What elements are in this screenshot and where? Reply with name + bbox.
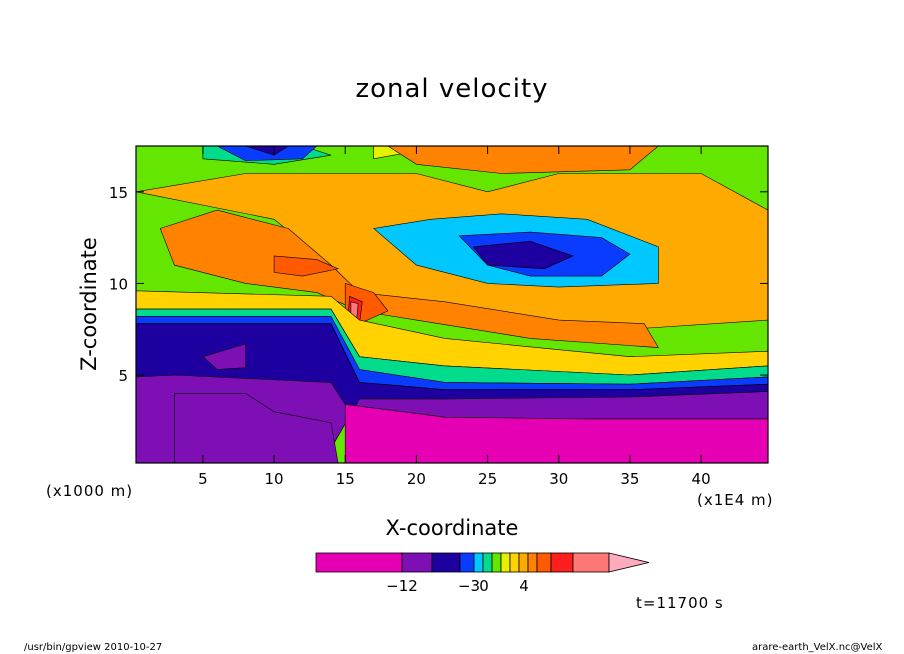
colorbar-segment-11: [536, 552, 552, 573]
contour-band-21: [174, 393, 339, 463]
colorbar-segment-8: [509, 552, 520, 573]
velocity-contour-field: [136, 146, 768, 463]
footer-right: arare-earth_VelX.nc@VelX: [752, 642, 883, 653]
footer-left: /usr/bin/gpview 2010-10-27: [24, 642, 163, 653]
colorbar-segment-9: [518, 552, 529, 573]
x-tick-label: 10: [265, 470, 284, 488]
contour-band-11: [273, 255, 340, 277]
y-axis-label: Z-coordinate: [77, 237, 101, 371]
colorbar-segment-1: [401, 552, 433, 573]
colorbar-segment-2: [431, 552, 461, 573]
x-tick-label: 35: [620, 470, 639, 488]
contour-band-5: [472, 240, 574, 270]
colorbar-label: 4: [519, 577, 529, 595]
contour-band-22: [202, 343, 246, 370]
x-unit-left: (x1000 m): [46, 482, 134, 500]
y-tick-label: 5: [118, 367, 128, 385]
x-axis-label: X-coordinate: [385, 516, 519, 540]
x-axis: 5 10 15 20 25 30 35 40: [198, 146, 711, 488]
y-tick-label: 15: [109, 184, 128, 202]
colorbar-segment-3: [459, 552, 475, 573]
colorbar-segment-6: [491, 552, 502, 573]
x-tick-label: 5: [198, 470, 208, 488]
colorbar-segment-0: [315, 552, 403, 573]
colorbar: −12 −3 0 4: [315, 552, 650, 595]
contour-band-2: [159, 209, 659, 348]
colorbar-segment-4: [473, 552, 484, 573]
colorbar-arrow: [608, 552, 650, 573]
colorbar-segment-5: [482, 552, 493, 573]
contour-band-10: [387, 146, 659, 174]
colorbar-label: −3: [458, 577, 480, 595]
y-axis: 5 10 15: [109, 184, 768, 385]
x-tick-label: 30: [549, 470, 568, 488]
chart-title: zonal velocity: [355, 74, 549, 104]
x-tick-label: 20: [407, 470, 426, 488]
colorbar-segment-7: [500, 552, 511, 573]
colorbar-segment-10: [527, 552, 538, 573]
x-tick-label: 15: [336, 470, 355, 488]
colorbar-segment-13: [572, 552, 610, 573]
x-tick-label: 25: [478, 470, 497, 488]
plot-frame: [135, 145, 769, 464]
contour-band-7: [216, 146, 318, 162]
y-tick-label: 10: [109, 275, 128, 293]
contour-band-20: [344, 404, 768, 463]
time-label: t=11700 s: [636, 594, 724, 612]
x-tick-label: 40: [692, 470, 711, 488]
colorbar-segment-12: [550, 552, 574, 573]
colorbar-label: 0: [479, 577, 489, 595]
colorbar-label: −12: [386, 577, 418, 595]
contour-band-8: [245, 146, 289, 156]
x-unit-right: (x1E4 m): [697, 491, 774, 509]
